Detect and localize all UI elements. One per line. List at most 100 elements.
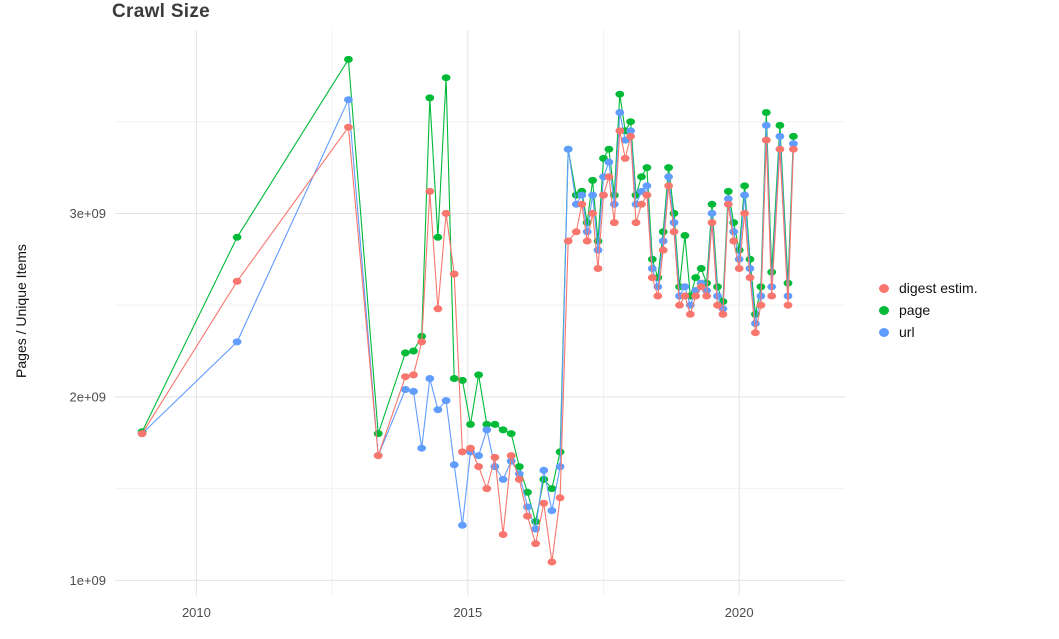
data-point: [615, 127, 625, 135]
data-point: [745, 265, 755, 272]
data-point: [669, 228, 679, 236]
data-point: [474, 452, 483, 460]
data-point: [409, 387, 418, 395]
data-point: [441, 74, 451, 82]
data-point: [789, 140, 798, 148]
data-point: [745, 274, 755, 282]
data-point: [664, 182, 673, 190]
y-tick-label: 3e+09: [69, 206, 106, 221]
data-point: [441, 397, 451, 405]
data-point: [761, 109, 771, 116]
data-point: [626, 132, 635, 140]
data-point: [734, 255, 744, 263]
data-point: [604, 158, 614, 166]
data-point: [531, 540, 540, 548]
data-point: [604, 173, 614, 181]
data-point: [723, 187, 733, 195]
data-point: [433, 305, 443, 313]
data-point: [642, 191, 652, 199]
data-point: [425, 187, 435, 195]
data-point: [713, 301, 722, 309]
data-point: [498, 426, 508, 434]
data-point: [713, 283, 722, 291]
legend-item-page: page: [879, 303, 978, 317]
data-point: [691, 292, 701, 300]
data-point: [713, 292, 722, 300]
data-point: [441, 209, 451, 217]
legend-label-page: page: [899, 302, 931, 318]
data-point: [658, 228, 668, 236]
data-point: [506, 452, 516, 460]
data-point: [514, 463, 524, 471]
data-point: [344, 123, 353, 131]
data-point: [425, 375, 435, 382]
data-point: [490, 420, 500, 428]
data-point: [401, 386, 410, 393]
data-point: [729, 228, 739, 236]
data-point: [449, 270, 459, 278]
data-point: [789, 132, 798, 140]
data-point: [417, 338, 427, 346]
data-point: [751, 320, 760, 327]
data-point: [514, 475, 524, 483]
data-point: [775, 121, 785, 129]
legend-item-url: url: [879, 325, 978, 339]
data-point: [637, 173, 646, 181]
legend-dot-page-icon: [879, 305, 889, 315]
plot-area: 2010 2015 2020 1e+09 2e+09 3e+09: [69, 30, 845, 620]
data-point: [734, 265, 744, 272]
data-point: [458, 521, 467, 529]
data-point: [593, 265, 603, 272]
data-point: [658, 237, 668, 245]
x-tick-label: 2010: [182, 605, 211, 620]
chart-title: Crawl Size: [112, 1, 211, 22]
data-point: [775, 132, 785, 140]
data-point: [401, 373, 410, 381]
data-point: [767, 292, 777, 300]
data-point: [723, 195, 733, 203]
data-point: [680, 292, 690, 300]
data-point: [344, 96, 353, 104]
data-point: [137, 430, 147, 438]
data-point: [523, 512, 532, 520]
data-point: [482, 485, 492, 493]
data-point: [401, 349, 410, 357]
y-tick-label: 2e+09: [69, 389, 106, 404]
data-point: [664, 164, 673, 172]
legend-dot-digest-estim-icon: [879, 283, 889, 293]
data-point: [615, 109, 625, 116]
data-point: [588, 209, 597, 217]
data-point: [680, 232, 690, 239]
data-point: [523, 488, 532, 496]
data-point: [642, 164, 652, 172]
data-point: [498, 475, 508, 483]
y-tick-label: 1e+09: [69, 573, 106, 588]
data-point: [707, 200, 717, 208]
data-point: [675, 301, 684, 309]
data-point: [563, 237, 573, 245]
data-point: [761, 136, 771, 144]
data-point: [539, 499, 549, 507]
data-point: [647, 265, 657, 272]
data-point: [474, 371, 483, 379]
data-point: [458, 376, 467, 384]
data-point: [702, 292, 711, 300]
data-point: [615, 90, 625, 98]
data-point: [691, 274, 701, 282]
data-point: [466, 444, 475, 452]
data-point: [647, 255, 657, 263]
data-point: [547, 558, 557, 566]
data-point: [482, 420, 492, 428]
data-point: [642, 182, 652, 190]
data-point: [707, 209, 717, 217]
data-point: [653, 292, 663, 300]
data-point: [637, 200, 646, 208]
data-point: [373, 430, 383, 438]
data-point: [344, 55, 353, 63]
x-tick-label: 2020: [725, 605, 754, 620]
data-point: [577, 191, 587, 199]
data-point: [409, 347, 418, 355]
data-point: [626, 127, 635, 135]
data-point: [417, 444, 427, 452]
